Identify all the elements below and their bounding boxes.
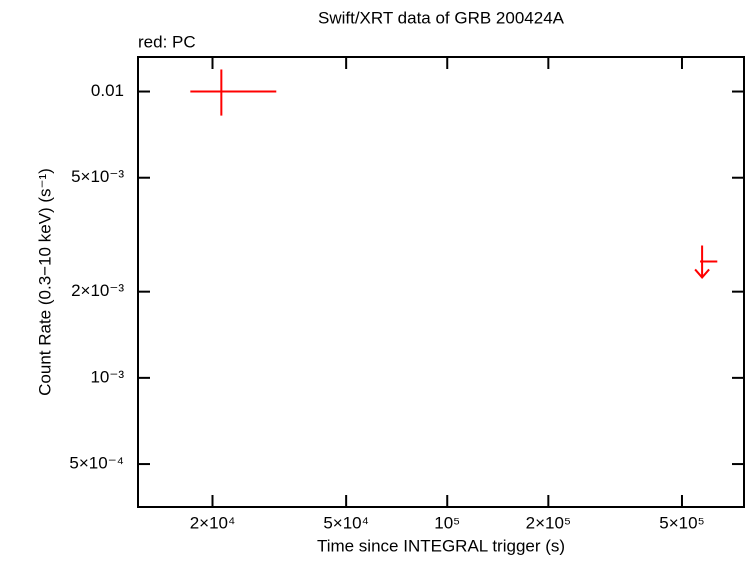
- y-tick-label: 2×10⁻³: [71, 281, 124, 300]
- x-tick-label: 2×10⁵: [526, 513, 571, 532]
- y-tick-label: 0.01: [91, 81, 124, 100]
- y-axis-label: Count Rate (0.3−10 keV) (s⁻¹): [35, 168, 54, 396]
- x-axis-label: Time since INTEGRAL trigger (s): [317, 536, 565, 555]
- x-tick-label: 5×10⁴: [323, 513, 369, 532]
- x-tick-label: 5×10⁵: [659, 513, 704, 532]
- y-tick-label: 10⁻³: [90, 367, 124, 386]
- chart-title: Swift/XRT data of GRB 200424A: [318, 8, 565, 27]
- y-tick-label: 5×10⁻⁴: [69, 454, 124, 473]
- legend-note: red: PC: [138, 32, 196, 51]
- upper-limit-arrow: [694, 245, 710, 279]
- y-tick-label: 5×10⁻³: [71, 167, 124, 186]
- plot-frame: [137, 56, 745, 508]
- x-tick-label: 10⁵: [434, 513, 460, 532]
- x-tick-label: 2×10⁴: [190, 513, 236, 532]
